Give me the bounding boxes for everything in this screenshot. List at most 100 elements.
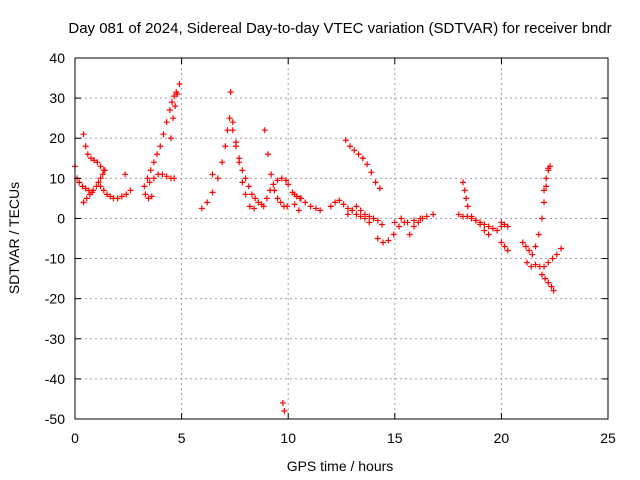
data-point [396,223,403,230]
data-point [498,219,505,226]
data-point [219,159,226,166]
x-tick-label: 25 [600,430,616,446]
data-point [142,191,149,198]
y-tick-label: 0 [57,210,65,226]
data-point [97,175,104,182]
y-axis-label: SDTVAR / TECUs [6,182,22,294]
data-point [150,159,157,166]
data-point [163,173,170,180]
data-point [370,215,377,222]
data-point [489,225,496,232]
data-point [327,203,334,210]
data-point [163,119,170,126]
data-point [550,287,557,294]
data-point [229,119,236,126]
data-point [114,195,121,202]
data-point [118,193,125,200]
data-point [501,243,508,250]
data-point [239,179,246,186]
data-point [342,137,349,144]
data-point [279,399,286,406]
data-point [80,131,87,138]
data-point [366,213,373,220]
data-point [361,211,368,218]
series-arc-21 [344,203,386,228]
data-point [90,187,97,194]
data-point [461,187,468,194]
data-point [261,127,268,134]
data-point [347,143,354,150]
data-point [464,203,471,210]
data-point [541,263,548,270]
data-point [296,195,303,202]
data-point [222,143,229,150]
data-point [171,93,178,100]
data-point [283,177,290,184]
y-tick-label: -50 [45,411,65,427]
data-point [242,175,249,182]
data-point [353,211,360,218]
data-point [174,91,181,98]
data-point [232,143,239,150]
data-point [349,207,356,214]
data-point [274,177,281,184]
data-point [398,215,405,222]
data-point [157,143,164,150]
data-point [248,191,255,198]
grid-lines [75,58,608,419]
data-point [543,175,550,182]
x-tick-label: 20 [494,430,510,446]
data-point [227,89,234,96]
data-points [72,81,565,414]
data-point [148,193,155,200]
data-point [214,175,221,182]
data-point [170,115,177,122]
data-point [532,243,539,250]
data-point [245,183,252,190]
series-arc-29 [498,239,511,254]
data-point [344,211,351,218]
data-point [528,263,535,270]
data-point [494,227,501,234]
data-point [82,185,89,192]
series-arc-08 [146,171,178,186]
x-axis-label: GPS time / hours [287,458,394,474]
data-point [147,167,154,174]
data-point [541,187,548,194]
data-point [419,215,426,222]
data-point [226,115,233,122]
data-point [455,211,462,218]
data-point [204,199,211,206]
data-point [404,219,411,226]
data-point [379,221,386,228]
data-point [406,231,413,238]
data-point [366,219,373,226]
data-point [468,213,475,220]
data-point [374,217,381,224]
data-point [209,189,216,196]
series-arc-24 [406,215,426,238]
data-point [277,199,284,206]
data-point [498,239,505,246]
data-point [150,175,157,182]
data-point [522,243,529,250]
data-point [103,191,110,198]
data-point [97,163,104,170]
series-arc-14 [260,175,290,210]
data-point [485,223,492,230]
data-point [284,203,291,210]
data-point [532,261,539,268]
data-point [246,203,253,210]
data-point [504,247,511,254]
plot-frame [74,57,609,420]
data-point [359,155,366,162]
data-point [460,179,467,186]
data-point [336,197,343,204]
data-point [94,159,101,166]
data-point [485,231,492,238]
data-point [160,131,167,138]
data-point [236,155,243,162]
series-arc-22 [374,219,408,246]
series-arc-06 [141,89,180,190]
data-point [364,161,371,168]
